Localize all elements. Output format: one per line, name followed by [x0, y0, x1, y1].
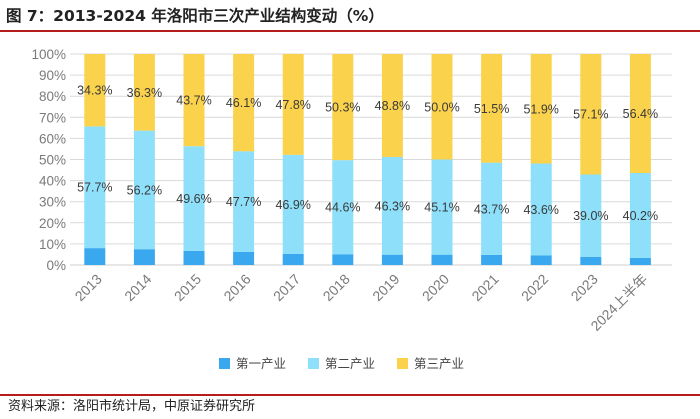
bar-segment: [431, 54, 453, 160]
bar-segment: [84, 126, 106, 249]
source-note: 资料来源：洛阳市统计局，中原证券研究所: [8, 399, 256, 414]
data-label: 57.7%: [77, 181, 112, 195]
y-tick-label: 80%: [39, 89, 66, 104]
data-label: 50.0%: [424, 100, 459, 114]
bar-segment: [580, 256, 602, 265]
bar-segment: [381, 54, 403, 157]
y-tick-label: 100%: [31, 47, 66, 62]
data-label: 43.7%: [176, 94, 211, 108]
legend-swatch-secondary: [308, 358, 319, 369]
data-label: 56.4%: [623, 107, 658, 121]
x-tick-label: 2023: [568, 271, 601, 304]
bar-segment: [233, 151, 255, 252]
y-tick-label: 90%: [39, 68, 66, 83]
legend-label-primary: 第一产业: [236, 356, 286, 371]
data-label: 51.5%: [474, 102, 509, 116]
x-tick-label: 2020: [419, 271, 452, 304]
y-tick-label: 30%: [39, 195, 66, 210]
data-label: 36.3%: [127, 86, 162, 100]
bar-segment: [629, 257, 651, 265]
bars: [84, 54, 651, 265]
data-label: 46.1%: [226, 96, 261, 110]
bar-segment: [282, 253, 304, 265]
data-label: 51.9%: [523, 102, 558, 116]
bar-segment: [133, 54, 155, 131]
data-label: 46.3%: [375, 199, 410, 213]
x-tick-label: 2022: [518, 271, 551, 304]
title-rule: [0, 30, 700, 32]
data-label: 50.3%: [325, 101, 360, 115]
bar-segment: [332, 54, 354, 161]
data-label: 49.6%: [176, 192, 211, 206]
legend-swatch-primary: [219, 358, 230, 369]
chart-title: 图 7：2013-2024 年洛阳市三次产业结构变动（%）: [6, 7, 384, 25]
bar-segment: [530, 255, 552, 265]
x-tick-label: 2015: [171, 271, 204, 304]
data-label: 40.2%: [623, 209, 658, 223]
y-tick-label: 40%: [39, 174, 66, 189]
bar-segment: [233, 251, 255, 265]
data-labels: 57.7% 34.3% 56.2% 36.3% 49.6% 43.7% 47.7% 46.1%…: [77, 84, 658, 223]
source-rule: [0, 394, 700, 396]
bar-segment: [481, 254, 503, 265]
bar-segment: [530, 163, 552, 256]
x-axis-ticks: 2013 2014 2015 2016 2017 2018 2019 2020 2021 2022…: [72, 271, 651, 334]
data-label: 43.7%: [474, 202, 509, 216]
bar-segment: [282, 54, 304, 155]
bar-segment: [84, 54, 106, 127]
data-label: 43.6%: [523, 203, 558, 217]
legend-swatch-tertiary: [397, 358, 408, 369]
bar-segment: [381, 156, 403, 255]
bar-segment: [580, 54, 602, 175]
bar-segment: [84, 248, 106, 265]
bar-segment: [629, 54, 651, 174]
data-label: 56.2%: [127, 183, 162, 197]
y-tick-label: 0%: [46, 258, 66, 273]
bar-segment: [381, 254, 403, 265]
x-tick-label: 2013: [72, 271, 105, 304]
bar-segment: [332, 160, 354, 255]
data-label: 44.6%: [325, 201, 360, 215]
y-tick-label: 70%: [39, 110, 66, 125]
bar-segment: [481, 54, 503, 163]
y-tick-label: 20%: [39, 216, 66, 231]
bar-segment: [183, 250, 205, 265]
bar-segment: [183, 146, 205, 251]
bar-segment: [530, 54, 552, 164]
bar-segment: [580, 174, 602, 257]
bar-segment: [282, 154, 304, 254]
legend-label-tertiary: 第三产业: [414, 356, 464, 371]
bar-segment: [233, 54, 255, 152]
data-label: 57.1%: [573, 108, 608, 122]
data-label: 47.7%: [226, 195, 261, 209]
data-label: 48.8%: [375, 99, 410, 113]
bar-segment: [481, 162, 503, 255]
y-tick-label: 60%: [39, 131, 66, 146]
bar-segment: [431, 254, 453, 265]
bar-segment: [133, 249, 155, 265]
x-tick-label: 2017: [270, 271, 303, 304]
y-axis-ticks: 0% 10% 20% 30% 40% 50% 60% 70% 80% 90% 100%: [31, 47, 66, 273]
legend-label-secondary: 第二产业: [325, 356, 375, 371]
bar-segment: [431, 159, 453, 255]
data-label: 34.3%: [77, 84, 112, 98]
stacked-bar-chart: 0% 10% 20% 30% 40% 50% 60% 70% 80% 90% 100% 57.7% 3…: [31, 47, 672, 371]
x-tick-label: 2021: [468, 271, 501, 304]
bar-segment: [183, 54, 205, 147]
x-tick-label: 2019: [369, 271, 402, 304]
data-label: 45.1%: [424, 201, 459, 215]
x-tick-label: 2014: [121, 271, 154, 304]
legend: 第一产业 第二产业 第三产业: [219, 356, 464, 371]
x-tick-label: 2018: [320, 271, 353, 304]
data-label: 47.8%: [275, 98, 310, 112]
bar-segment: [629, 173, 651, 258]
y-tick-label: 10%: [39, 237, 66, 252]
bar-segment: [133, 130, 155, 250]
data-label: 39.0%: [573, 209, 608, 223]
data-label: 46.9%: [275, 198, 310, 212]
y-tick-label: 50%: [39, 153, 66, 168]
gridlines: [70, 53, 672, 266]
x-tick-label: 2016: [220, 271, 253, 304]
bar-segment: [332, 254, 354, 265]
